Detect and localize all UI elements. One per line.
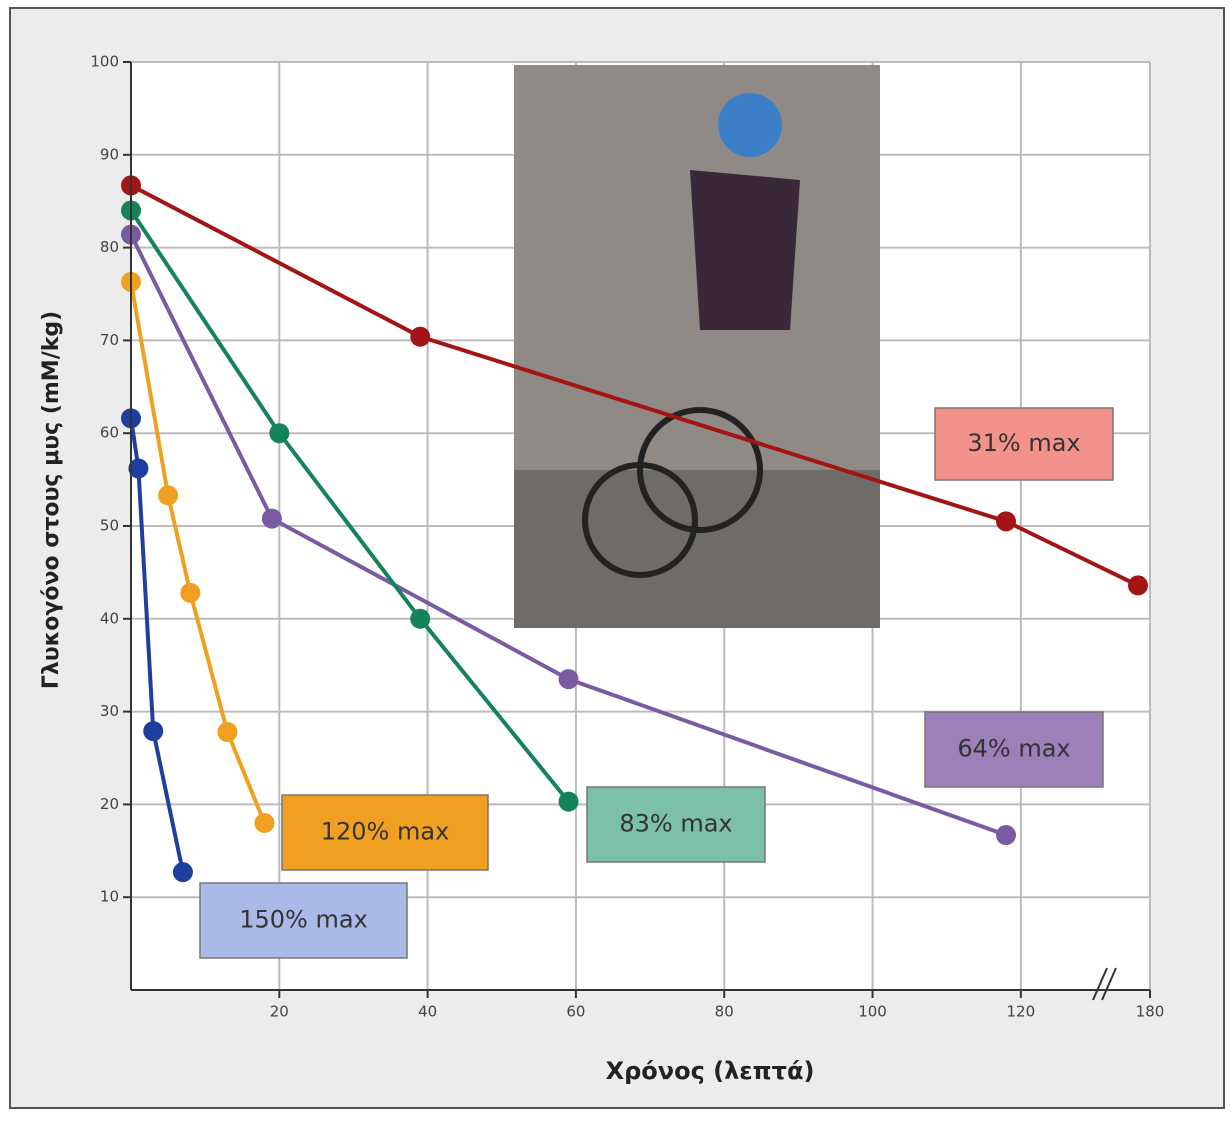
x-tick-label: 100 xyxy=(858,1003,887,1021)
data-point xyxy=(217,722,238,743)
data-point xyxy=(261,508,282,529)
legend-label: 120% max xyxy=(321,818,450,846)
legend-box xyxy=(199,882,408,959)
photo-wheel xyxy=(637,407,763,533)
y-tick-label: 70 xyxy=(100,331,119,349)
y-tick-label: 10 xyxy=(100,888,119,906)
data-point xyxy=(143,721,164,742)
y-tick-label: 60 xyxy=(100,424,119,442)
x-tick-label: 20 xyxy=(270,1003,289,1021)
x-tick-label: 40 xyxy=(418,1003,437,1021)
x-tick-label: 80 xyxy=(715,1003,734,1021)
legend-box xyxy=(586,786,766,863)
y-tick-label: 40 xyxy=(100,609,119,627)
legend-label: 64% max xyxy=(957,735,1070,763)
photo-rider xyxy=(690,170,800,330)
data-point xyxy=(996,825,1017,846)
photo xyxy=(514,65,880,628)
data-point xyxy=(1128,575,1148,596)
axis-break xyxy=(1092,967,1108,1001)
series-group xyxy=(121,175,1148,883)
y-axis-label: Γλυκογόνο στους μυς (mM/kg) xyxy=(39,311,64,689)
x-tick-label: 60 xyxy=(566,1003,585,1021)
legend-label: 31% max xyxy=(967,429,1080,457)
data-point xyxy=(558,791,579,812)
axis-break xyxy=(1101,967,1117,1001)
y-tick-label: 50 xyxy=(100,517,119,535)
data-point xyxy=(158,485,179,506)
photo-road xyxy=(514,470,880,628)
data-point xyxy=(180,582,201,603)
data-point xyxy=(128,458,149,479)
y-tick-label: 90 xyxy=(100,145,119,163)
y-tick-label: 20 xyxy=(100,795,119,813)
data-point xyxy=(172,862,193,883)
data-point xyxy=(558,669,579,690)
data-point xyxy=(269,423,290,444)
x-tick-label: 120 xyxy=(1007,1003,1036,1021)
y-tick-label: 30 xyxy=(100,702,119,720)
x-axis-label: Χρόνος (λεπτά) xyxy=(606,1057,815,1085)
y-tick-label: 80 xyxy=(100,238,119,256)
series-line xyxy=(130,183,1139,588)
y-tick-label: 100 xyxy=(90,53,119,71)
legend-box xyxy=(924,711,1104,788)
legend-label: 150% max xyxy=(239,906,368,934)
legend-label: 83% max xyxy=(619,810,732,838)
x-tick-label: 180 xyxy=(1136,1003,1165,1021)
data-point xyxy=(254,812,275,833)
series-line xyxy=(129,233,1007,837)
legend-box xyxy=(934,407,1114,481)
photo-helmet xyxy=(718,93,782,157)
legend-box xyxy=(281,794,489,871)
data-point xyxy=(410,608,431,629)
series-line xyxy=(129,209,571,803)
series-line xyxy=(129,418,185,873)
data-point xyxy=(996,511,1017,532)
data-point xyxy=(410,326,431,347)
